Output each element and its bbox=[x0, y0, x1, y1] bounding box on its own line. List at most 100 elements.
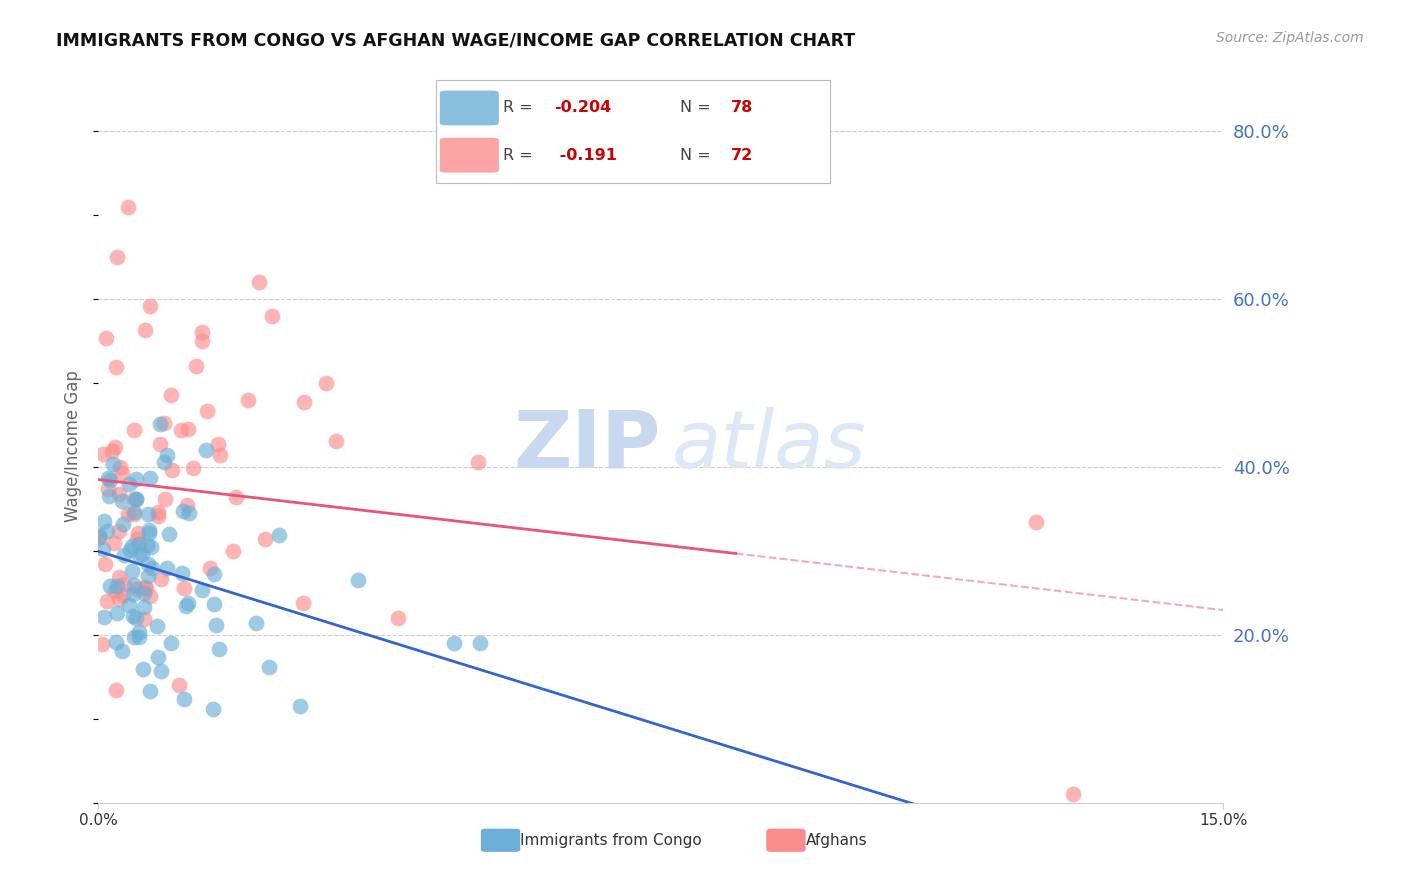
Point bbox=[236, 392, 259, 407]
Point bbox=[127, 582, 149, 596]
Point bbox=[190, 334, 212, 348]
Text: -0.191: -0.191 bbox=[554, 148, 617, 162]
Point bbox=[122, 631, 145, 645]
Point bbox=[89, 528, 111, 542]
Point bbox=[128, 631, 150, 645]
Point bbox=[202, 566, 225, 581]
Point bbox=[139, 471, 162, 485]
Point bbox=[177, 506, 200, 520]
Point bbox=[131, 548, 153, 562]
Point bbox=[121, 564, 143, 578]
Point bbox=[124, 491, 146, 506]
Point bbox=[104, 440, 127, 454]
FancyBboxPatch shape bbox=[440, 137, 499, 173]
Point bbox=[93, 514, 115, 528]
Point bbox=[117, 200, 139, 214]
Text: Immigrants from Congo: Immigrants from Congo bbox=[520, 833, 702, 847]
Point bbox=[98, 579, 121, 593]
Point bbox=[96, 594, 118, 608]
Point bbox=[1062, 788, 1084, 802]
Point bbox=[443, 636, 465, 650]
Point bbox=[146, 618, 169, 632]
Point bbox=[208, 642, 231, 657]
Point bbox=[98, 473, 121, 487]
Point bbox=[105, 250, 128, 264]
Point bbox=[110, 493, 132, 508]
Point bbox=[104, 584, 127, 599]
Point bbox=[96, 524, 118, 539]
Point bbox=[181, 461, 204, 475]
Point bbox=[112, 577, 135, 591]
Point bbox=[222, 544, 245, 558]
Point bbox=[176, 599, 198, 613]
Text: Source: ZipAtlas.com: Source: ZipAtlas.com bbox=[1216, 31, 1364, 45]
Point bbox=[150, 572, 173, 586]
Point bbox=[132, 662, 155, 676]
Point bbox=[108, 592, 131, 607]
Point bbox=[139, 541, 162, 555]
Point bbox=[101, 457, 124, 471]
Point bbox=[108, 486, 131, 500]
Point bbox=[141, 561, 163, 575]
Point bbox=[105, 607, 128, 621]
Point bbox=[117, 507, 139, 521]
Point bbox=[97, 482, 120, 496]
Point bbox=[111, 644, 134, 658]
Point bbox=[118, 599, 141, 613]
Point bbox=[121, 586, 143, 600]
Point bbox=[159, 636, 181, 650]
Point bbox=[112, 588, 135, 602]
Text: IMMIGRANTS FROM CONGO VS AFGHAN WAGE/INCOME GAP CORRELATION CHART: IMMIGRANTS FROM CONGO VS AFGHAN WAGE/INC… bbox=[56, 31, 855, 49]
Point bbox=[127, 525, 149, 540]
Point bbox=[111, 467, 134, 481]
Point bbox=[325, 434, 347, 449]
Point bbox=[108, 524, 131, 538]
Point bbox=[468, 636, 491, 650]
Point bbox=[125, 492, 148, 507]
Point bbox=[93, 610, 115, 624]
Point bbox=[156, 448, 179, 462]
Point bbox=[167, 678, 190, 692]
Point bbox=[128, 548, 150, 562]
Y-axis label: Wage/Income Gap: Wage/Income Gap bbox=[65, 370, 83, 522]
Point bbox=[104, 359, 127, 374]
Point bbox=[138, 526, 160, 541]
Point bbox=[254, 532, 277, 546]
Text: N =: N = bbox=[681, 101, 716, 115]
Point bbox=[191, 325, 214, 339]
Point bbox=[138, 684, 160, 698]
Point bbox=[160, 463, 183, 477]
Text: 78: 78 bbox=[731, 101, 754, 115]
Point bbox=[97, 471, 120, 485]
Text: N =: N = bbox=[681, 148, 716, 162]
Point bbox=[315, 376, 337, 390]
Point bbox=[94, 557, 117, 571]
Text: 72: 72 bbox=[731, 148, 754, 162]
Point bbox=[105, 579, 128, 593]
Point bbox=[245, 616, 267, 631]
Point bbox=[156, 561, 179, 575]
Point bbox=[121, 539, 143, 553]
Point bbox=[100, 444, 122, 458]
Point bbox=[138, 558, 160, 572]
Point bbox=[191, 583, 214, 598]
Point bbox=[347, 574, 370, 588]
Point bbox=[94, 331, 117, 345]
Text: -0.204: -0.204 bbox=[554, 101, 612, 115]
Point bbox=[184, 359, 207, 374]
Point bbox=[148, 505, 170, 519]
Point bbox=[201, 702, 224, 716]
Point bbox=[104, 683, 127, 698]
Point bbox=[153, 492, 176, 507]
Point bbox=[202, 597, 225, 611]
Point bbox=[288, 699, 311, 714]
Text: R =: R = bbox=[503, 101, 537, 115]
Point bbox=[108, 459, 131, 474]
Point bbox=[89, 531, 111, 545]
Point bbox=[98, 489, 121, 503]
Point bbox=[205, 618, 228, 632]
Point bbox=[139, 299, 162, 313]
Point bbox=[173, 581, 195, 595]
Point bbox=[125, 610, 148, 624]
Point bbox=[134, 323, 156, 337]
